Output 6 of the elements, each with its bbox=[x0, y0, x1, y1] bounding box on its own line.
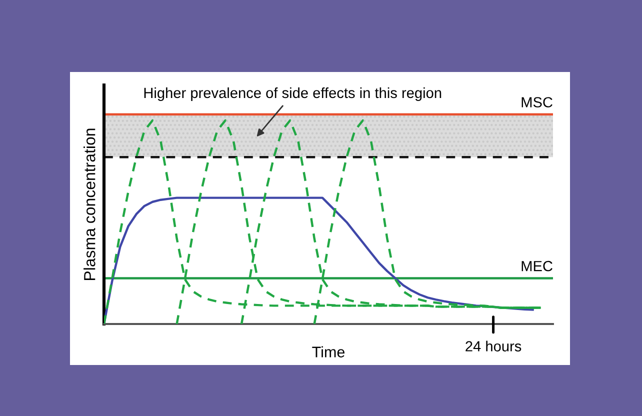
annotation: Higher prevalence of side effects in this region bbox=[144, 87, 442, 101]
x-axis-title: Time bbox=[312, 346, 345, 358]
text: 24 hours bbox=[466, 340, 522, 352]
y-axis-title: Plasma concentration bbox=[84, 128, 96, 280]
ref-line-label: MEC bbox=[522, 260, 552, 272]
ref-line-label: MSC bbox=[522, 97, 552, 108]
